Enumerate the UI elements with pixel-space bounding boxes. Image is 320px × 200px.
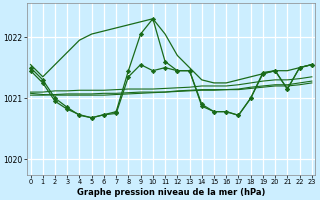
X-axis label: Graphe pression niveau de la mer (hPa): Graphe pression niveau de la mer (hPa): [77, 188, 265, 197]
